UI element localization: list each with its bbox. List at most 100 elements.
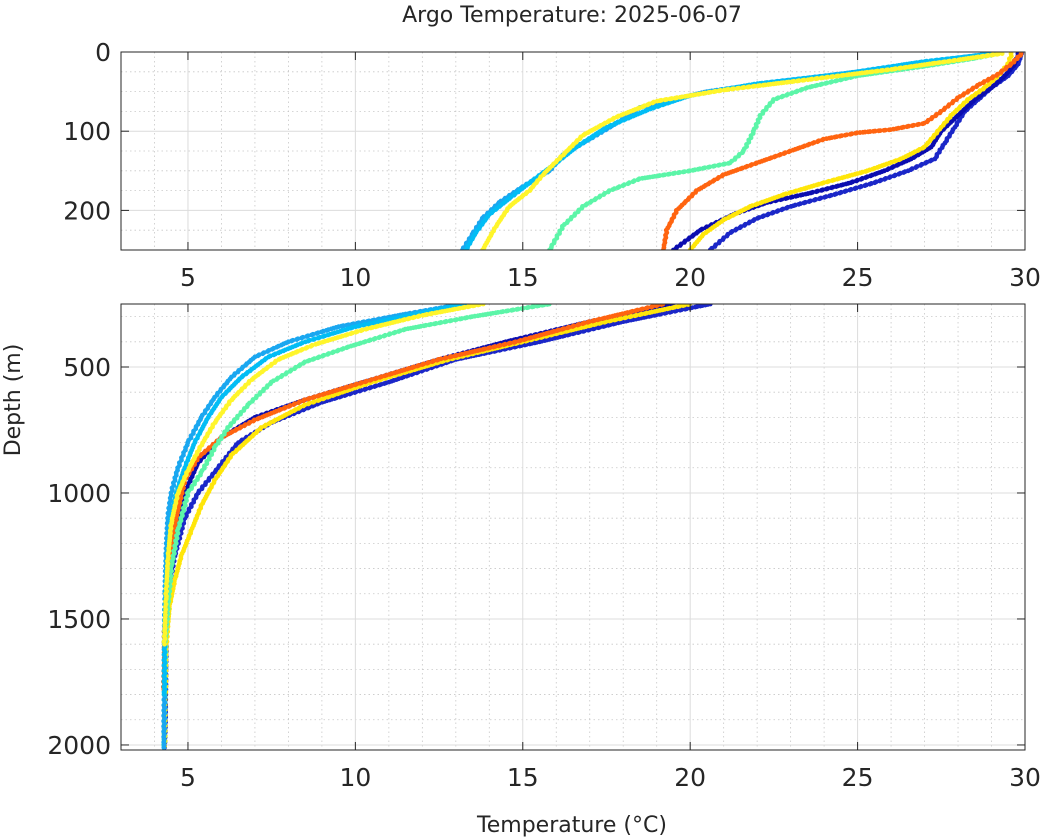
data-point bbox=[362, 387, 368, 392]
data-point bbox=[309, 332, 314, 338]
data-point bbox=[886, 175, 892, 180]
data-point bbox=[516, 338, 522, 344]
data-point bbox=[755, 83, 761, 89]
data-point bbox=[682, 306, 688, 312]
data-point bbox=[716, 162, 721, 168]
lower-ticks bbox=[121, 304, 1026, 750]
data-point bbox=[788, 91, 794, 96]
data-point bbox=[580, 329, 586, 334]
data-point bbox=[818, 75, 824, 81]
data-point bbox=[480, 304, 486, 307]
data-point bbox=[813, 189, 819, 195]
data-point bbox=[415, 314, 421, 319]
data-point bbox=[672, 308, 678, 314]
data-point bbox=[632, 313, 638, 319]
data-point bbox=[740, 85, 745, 91]
data-point bbox=[707, 247, 713, 250]
x-tick-label: 30 bbox=[1009, 263, 1041, 292]
data-point bbox=[429, 359, 435, 365]
x-tick-label: 5 bbox=[180, 763, 196, 792]
y-tick-label: 100 bbox=[63, 117, 111, 146]
x-tick-label: 15 bbox=[507, 763, 539, 792]
chart-title: Argo Temperature: 2025-06-07 bbox=[402, 3, 742, 28]
data-point bbox=[848, 131, 853, 137]
data-point bbox=[304, 334, 309, 339]
data-point bbox=[659, 304, 664, 308]
data-point bbox=[788, 195, 794, 200]
data-point bbox=[607, 318, 612, 324]
data-point bbox=[457, 316, 463, 322]
data-point bbox=[999, 52, 1005, 56]
data-point bbox=[685, 168, 691, 174]
data-point bbox=[838, 77, 844, 83]
data-point bbox=[672, 95, 678, 101]
data-point bbox=[432, 321, 437, 327]
data-point bbox=[635, 177, 641, 183]
data-point bbox=[381, 333, 387, 339]
data-point bbox=[951, 58, 956, 64]
data-point bbox=[612, 317, 618, 323]
data-point bbox=[800, 77, 806, 83]
x-tick-label: 5 bbox=[180, 263, 196, 292]
data-point bbox=[822, 194, 827, 200]
y-axis-label: Depth (m) bbox=[1, 344, 26, 457]
data-point bbox=[434, 357, 440, 363]
series-profile-1 bbox=[707, 52, 1025, 250]
data-point bbox=[310, 399, 316, 405]
data-point bbox=[829, 74, 834, 80]
data-point bbox=[509, 307, 514, 313]
data-point bbox=[475, 304, 481, 308]
data-point bbox=[496, 343, 502, 349]
data-point bbox=[734, 86, 740, 91]
y-tick-label: 1500 bbox=[47, 605, 111, 634]
data-point bbox=[643, 305, 649, 311]
data-point bbox=[823, 186, 829, 192]
data-point bbox=[680, 304, 686, 308]
data-point bbox=[372, 376, 378, 382]
data-point bbox=[299, 335, 304, 341]
upper-x-tick-labels: 5 10 15 20 25 30 bbox=[180, 263, 1041, 292]
data-point bbox=[315, 398, 321, 403]
upper-data-points bbox=[460, 52, 1025, 250]
x-tick-label: 15 bbox=[507, 263, 539, 292]
lower-data-points bbox=[160, 304, 713, 750]
data-point bbox=[358, 328, 364, 334]
data-point bbox=[391, 330, 397, 336]
data-point bbox=[827, 193, 832, 199]
data-point bbox=[710, 163, 716, 169]
data-point bbox=[842, 189, 848, 194]
data-point bbox=[424, 360, 430, 366]
data-point bbox=[625, 181, 631, 187]
data-point bbox=[161, 745, 167, 750]
x-tick-label: 20 bbox=[674, 263, 706, 292]
data-point bbox=[811, 197, 817, 203]
data-point bbox=[901, 65, 907, 70]
lower-x-tick-labels: 5 10 15 20 25 30 bbox=[180, 763, 1041, 792]
lower-panel: 5 10 15 20 25 30 500 1000 1500 2000 bbox=[47, 303, 1041, 792]
x-axis-label: Temperature (°C) bbox=[476, 813, 667, 838]
series-profile-8 bbox=[480, 52, 1005, 250]
data-point bbox=[801, 200, 807, 206]
data-point bbox=[442, 319, 448, 325]
data-point bbox=[590, 318, 596, 324]
data-point bbox=[783, 196, 789, 201]
data-point bbox=[376, 335, 382, 341]
data-point bbox=[685, 304, 691, 307]
upper-panel: 5 10 15 20 25 30 0 100 200 bbox=[63, 38, 1041, 292]
data-point bbox=[828, 79, 833, 85]
data-point bbox=[794, 78, 800, 84]
data-point bbox=[847, 187, 853, 193]
data-point bbox=[357, 388, 363, 394]
data-point bbox=[590, 326, 596, 332]
data-point bbox=[547, 247, 552, 250]
data-point bbox=[352, 390, 358, 395]
data-point bbox=[920, 121, 925, 127]
data-point bbox=[596, 325, 601, 331]
data-point bbox=[480, 247, 485, 250]
x-tick-label: 30 bbox=[1009, 763, 1041, 792]
data-point bbox=[889, 67, 895, 72]
data-point bbox=[575, 322, 581, 328]
data-point bbox=[657, 311, 662, 317]
data-point bbox=[994, 52, 1000, 57]
data-point bbox=[622, 315, 628, 321]
